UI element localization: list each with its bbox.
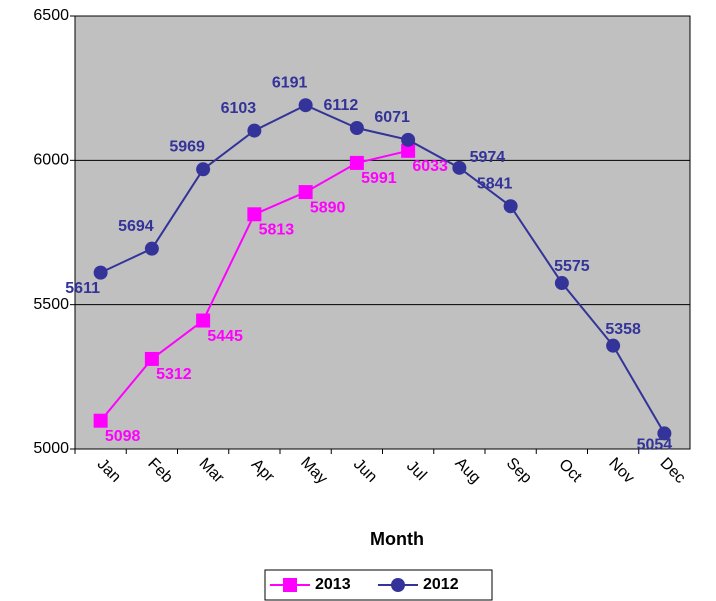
x-tick-label: Nov — [605, 455, 637, 487]
data-point — [503, 199, 518, 214]
data-label: 5611 — [65, 280, 100, 297]
data-label: 5054 — [637, 437, 673, 454]
data-point — [298, 98, 313, 113]
x-tick-label: Jan — [94, 456, 124, 486]
legend-label: 2013 — [315, 576, 351, 593]
data-label: 5969 — [169, 139, 205, 156]
data-label: 5694 — [118, 218, 154, 235]
data-label: 5890 — [310, 199, 346, 216]
data-label: 6071 — [374, 109, 410, 126]
data-label: 5841 — [477, 175, 513, 192]
data-label: 5312 — [156, 366, 192, 383]
data-point — [247, 123, 262, 138]
x-tick-label: Oct — [555, 456, 585, 486]
data-label: 6033 — [412, 158, 448, 175]
x-tick-label: Aug — [451, 455, 483, 487]
x-tick-label: Jun — [350, 456, 380, 486]
data-point — [93, 265, 108, 280]
series-line — [100, 104, 666, 434]
data-point — [452, 160, 467, 175]
data-label: 5098 — [105, 428, 141, 445]
y-tick-label: 5000 — [33, 440, 69, 457]
legend-label: 2012 — [423, 576, 459, 593]
data-point — [144, 241, 159, 256]
data-point — [349, 155, 364, 170]
x-tick-label: May — [297, 454, 330, 487]
data-point — [401, 132, 416, 147]
data-label: 6103 — [221, 100, 257, 117]
data-label: 6191 — [272, 74, 308, 91]
data-point — [401, 143, 416, 158]
data-point — [196, 162, 211, 177]
data-label: 5445 — [207, 328, 243, 345]
y-tick-label: 6000 — [33, 152, 69, 169]
x-tick-label: Sep — [503, 455, 535, 487]
data-point — [606, 338, 621, 353]
data-label: 5991 — [361, 170, 397, 187]
data-point — [247, 207, 262, 222]
legend-marker — [391, 578, 405, 592]
data-label: 5813 — [259, 222, 295, 239]
x-tick-label: Jul — [403, 458, 429, 484]
data-point — [657, 426, 672, 441]
data-point — [196, 313, 211, 328]
x-tick-label: Feb — [144, 455, 176, 487]
data-label: 5974 — [470, 149, 506, 166]
y-tick-label: 6500 — [33, 7, 69, 24]
legend-marker — [283, 578, 297, 592]
x-axis-title: Month — [370, 529, 424, 549]
data-label: 6112 — [324, 97, 359, 114]
plot-area — [74, 15, 691, 450]
data-point — [298, 185, 313, 200]
x-tick-label: Dec — [656, 455, 688, 487]
x-tick-label: Mar — [196, 455, 228, 487]
data-point — [144, 351, 159, 366]
x-tick-label: Apr — [248, 456, 278, 486]
data-label: 5575 — [554, 258, 590, 275]
data-point — [93, 413, 108, 428]
data-point — [554, 276, 569, 291]
data-label: 5358 — [605, 321, 641, 338]
data-point — [349, 121, 364, 136]
y-tick-label: 5500 — [33, 296, 69, 313]
